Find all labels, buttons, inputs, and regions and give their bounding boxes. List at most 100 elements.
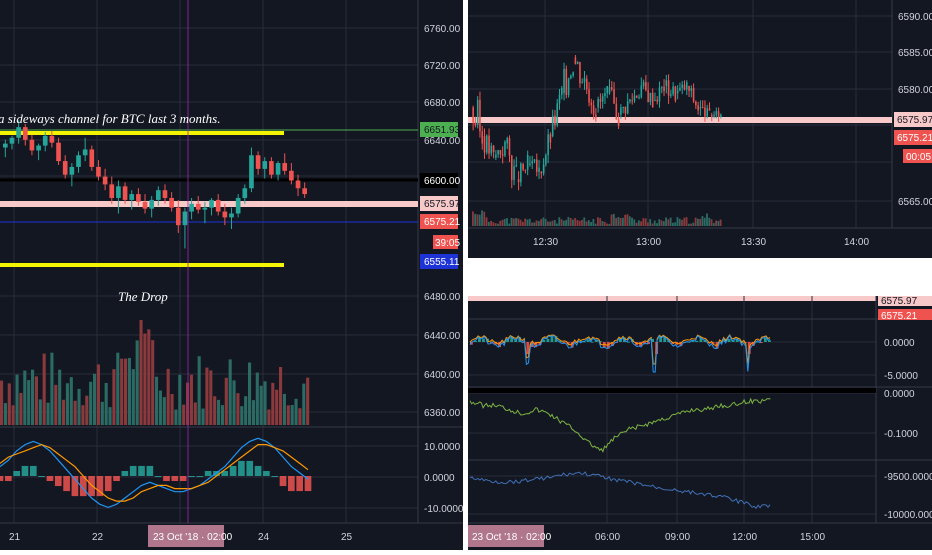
candle-body — [235, 197, 241, 214]
volume-bar — [65, 383, 69, 425]
candle-body — [102, 176, 108, 185]
volume-bar — [38, 399, 42, 425]
candle-body — [529, 163, 531, 165]
tick-label: 0.0000 — [424, 473, 455, 484]
volume-bar — [624, 214, 627, 226]
candle-body — [540, 172, 543, 174]
volume-bar — [7, 383, 11, 425]
volume-bar — [635, 222, 638, 226]
volume-bar — [174, 409, 178, 425]
volume-bar — [81, 405, 85, 425]
volume-bar — [116, 352, 120, 425]
candle-body — [601, 96, 604, 102]
volume-bar — [251, 400, 255, 425]
volume-bar — [569, 218, 572, 226]
osc-histogram-bar — [763, 338, 767, 342]
candle-body — [588, 89, 590, 103]
rb-axis-labels: 0.0000 -5.0000 0.0000 -0.1000 -9500.0000… — [884, 338, 932, 521]
volume-bar — [642, 218, 645, 226]
volume-bar — [719, 219, 722, 226]
volume-bar — [560, 219, 563, 226]
volume-bar — [135, 340, 139, 425]
osc-histogram-bar — [534, 342, 538, 348]
volume-bar — [474, 213, 477, 226]
tick-label: 6720.00 — [424, 61, 461, 72]
candle-body — [658, 87, 661, 102]
volume-bar — [34, 376, 38, 425]
volume-bar — [683, 217, 686, 226]
osc-histogram-bar — [602, 342, 606, 348]
volume-bar — [626, 214, 629, 226]
volume-bar — [275, 389, 279, 425]
candle-body — [269, 161, 274, 175]
volume-bar — [54, 384, 58, 425]
volume-bar — [660, 220, 663, 226]
right-gap — [468, 258, 932, 296]
candle-body — [570, 75, 572, 79]
candle-body — [109, 184, 115, 198]
candle-body — [481, 131, 484, 144]
volume-bar — [481, 210, 483, 226]
candle-body — [690, 88, 693, 91]
osc-histogram-bar — [735, 338, 739, 342]
volume-bar — [158, 390, 162, 425]
osc-histogram-bar — [506, 338, 510, 342]
tag-red: 6575.21 — [424, 217, 461, 228]
macd-histogram-bar — [296, 476, 304, 492]
volume-bar — [220, 405, 224, 425]
volume-bar — [710, 219, 713, 226]
candle-body — [674, 86, 677, 101]
volume-bar — [155, 376, 159, 425]
volume-bar — [581, 219, 583, 226]
candle-body — [149, 199, 155, 209]
rb-pink-band — [468, 296, 876, 301]
volume-bar — [690, 223, 692, 226]
volume-bar — [619, 217, 622, 226]
macd-histogram-bar — [0, 476, 4, 482]
volume-bar — [508, 223, 511, 226]
candle-body — [524, 169, 527, 171]
rt-tag-red: 6575.21 — [897, 133, 932, 144]
rt-price-axis: 6590.00 6585.00 6580.00 6565.00 — [898, 12, 932, 208]
volume-bar — [490, 220, 492, 226]
candle-body — [651, 92, 654, 108]
volume-bar — [244, 396, 248, 425]
left-chart: a sideways channel for BTC last 3 months… — [0, 0, 464, 550]
candle-body — [488, 135, 490, 154]
volume-bar — [583, 217, 586, 226]
candle-body — [676, 90, 679, 94]
volume-bar — [578, 220, 581, 226]
candle-body — [681, 84, 684, 88]
rb-oscillator-3 — [469, 471, 771, 510]
volume-bar — [703, 217, 706, 226]
candle-body — [56, 142, 61, 162]
volume-bar — [104, 382, 108, 425]
tick-label: 15:00 — [800, 532, 825, 543]
osc-histogram-bar — [538, 342, 542, 345]
volume-bar — [544, 218, 547, 226]
volume-bar — [537, 221, 540, 226]
candle-body — [76, 155, 81, 167]
candle-body — [2, 143, 8, 148]
volume-bar — [592, 218, 595, 226]
tag-pink: 6575.97 — [424, 199, 461, 210]
tick-label: 6680.00 — [424, 98, 461, 109]
candle-body — [554, 115, 556, 126]
volume-bar — [193, 402, 197, 425]
candle-body — [122, 186, 128, 200]
volume-bar — [672, 222, 674, 226]
volume-bar — [240, 406, 244, 425]
candle-body — [645, 82, 647, 91]
osc-histogram-bar — [558, 340, 562, 342]
macd-line — [0, 437, 309, 509]
tick-label: 6585.00 — [898, 48, 932, 59]
macd-histogram-bar — [121, 470, 129, 476]
osc-histogram-bar — [755, 341, 759, 343]
candle-body — [526, 154, 529, 170]
rb-tag-pink-bg — [878, 296, 932, 306]
candle-body — [29, 139, 35, 151]
volume-bar — [120, 358, 124, 425]
osc-histogram-bar — [659, 335, 663, 342]
volume-bar — [151, 340, 155, 425]
macd-histogram-bar — [38, 476, 45, 477]
